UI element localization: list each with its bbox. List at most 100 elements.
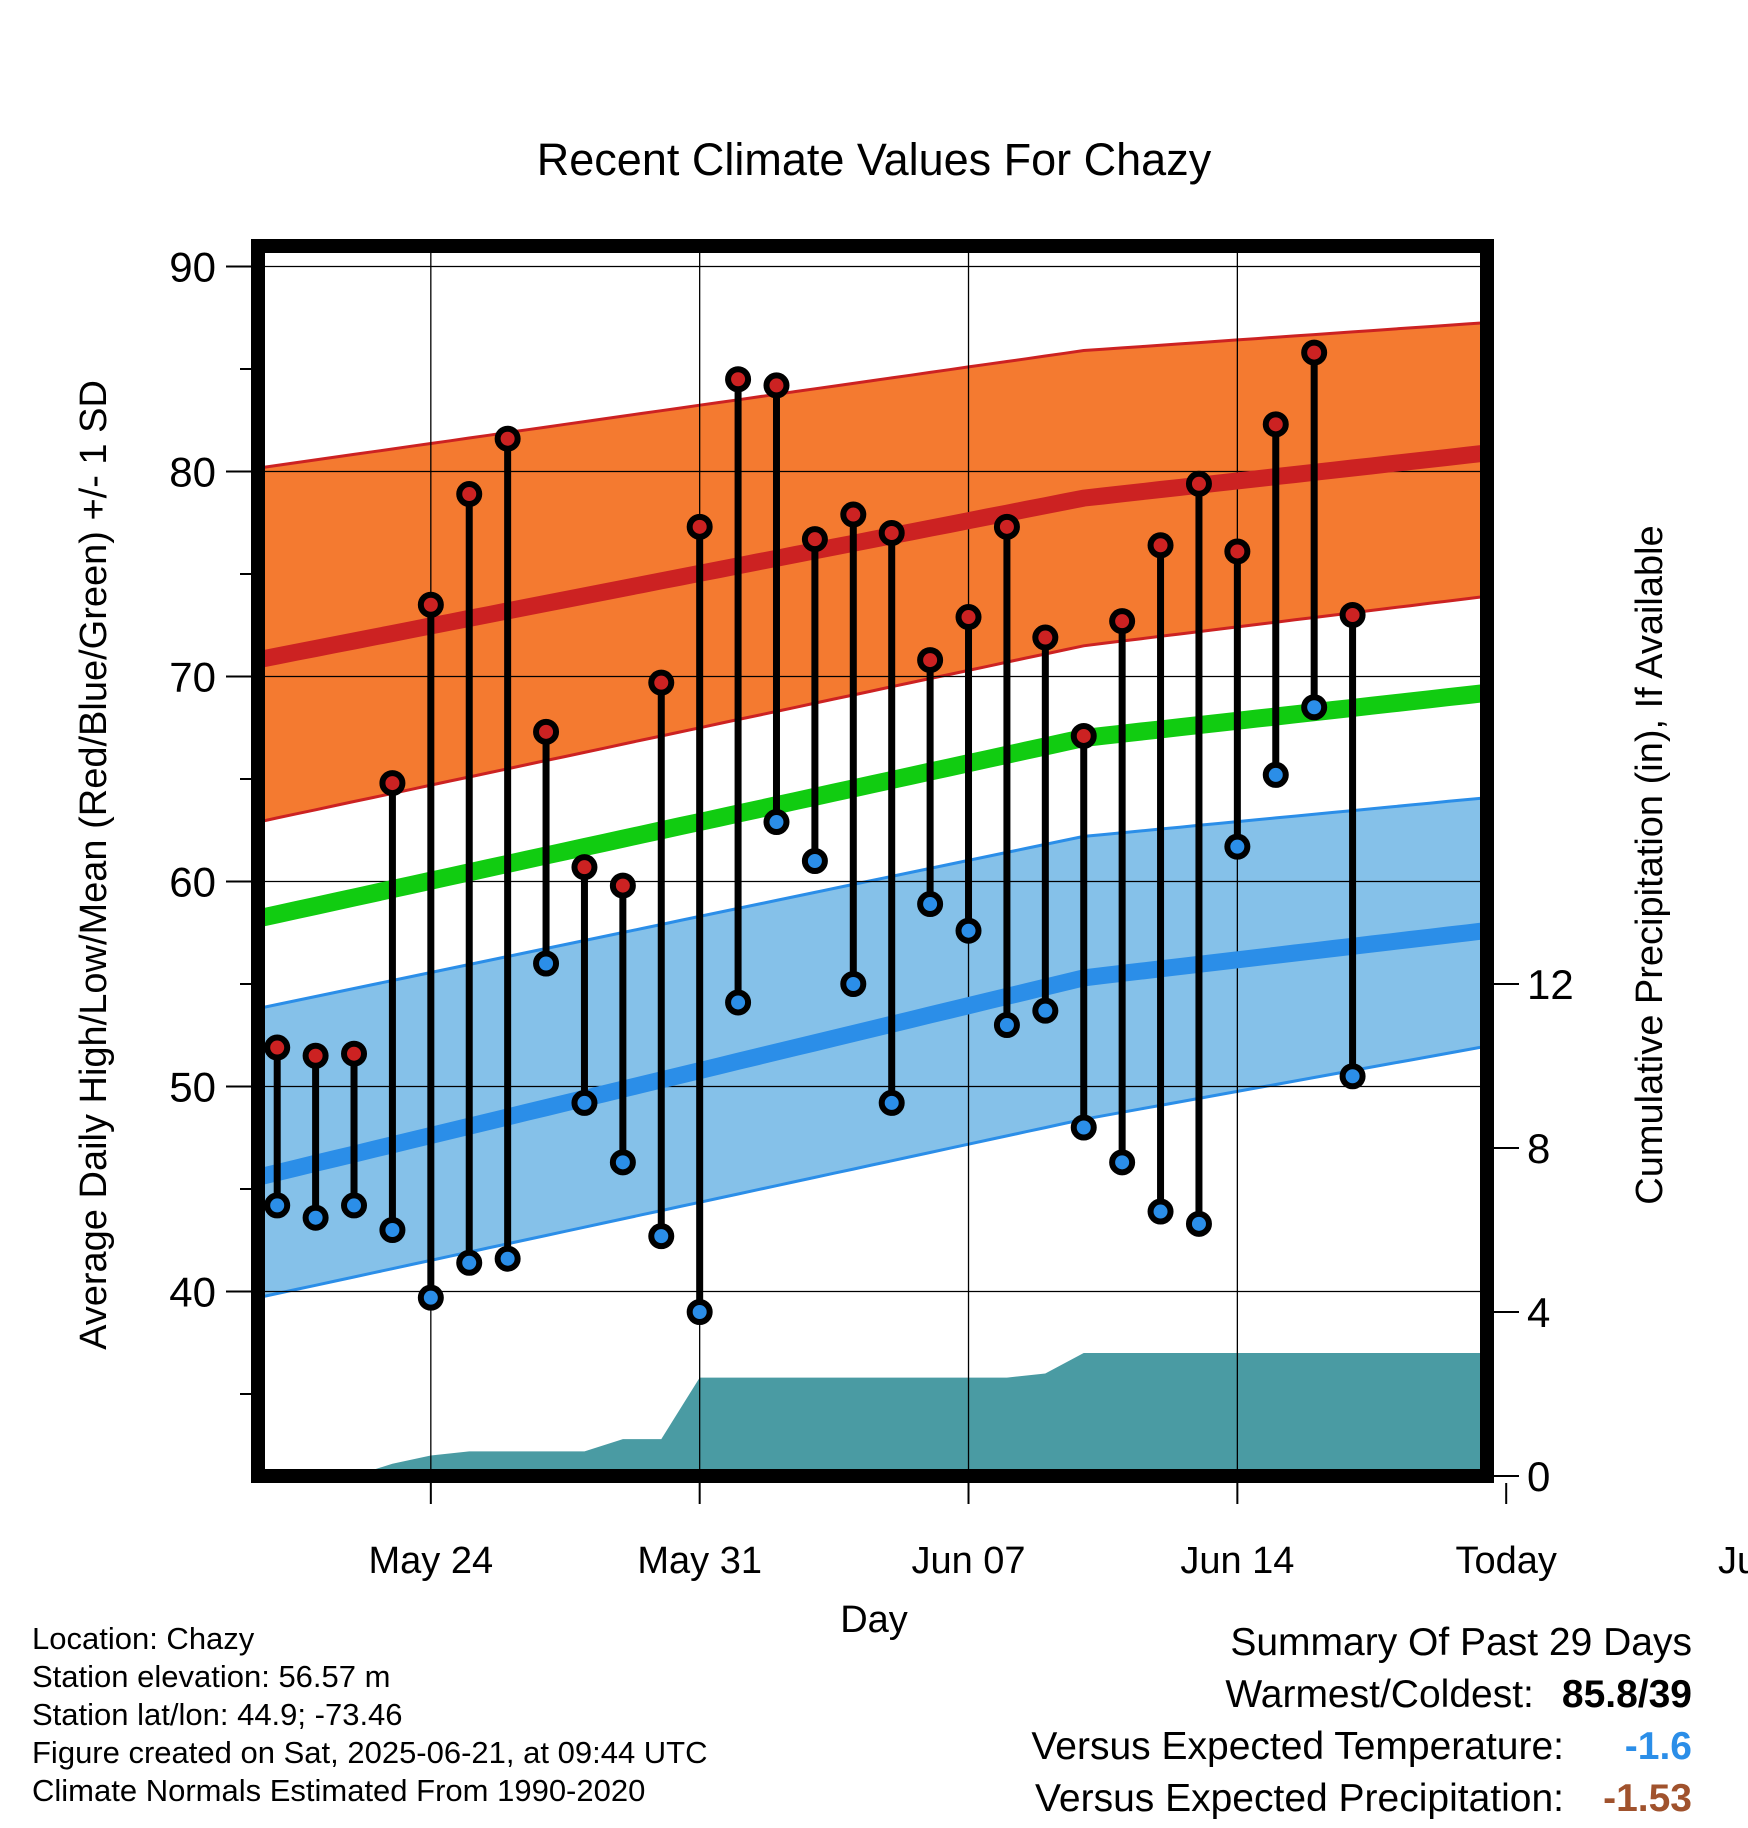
- high-point: [993, 513, 1020, 540]
- low-point: [840, 971, 867, 997]
- low-point: [264, 1192, 291, 1219]
- high-point: [264, 1034, 291, 1061]
- high-point: [571, 854, 598, 881]
- summary-title: Summary Of Past 29 Days: [1230, 1621, 1692, 1664]
- low-point: [993, 1012, 1020, 1038]
- high-point: [1339, 602, 1366, 628]
- high-point: [840, 501, 867, 528]
- low-point: [686, 1299, 713, 1325]
- y-tick-label: 80: [169, 449, 216, 496]
- y-axis-label: Average Daily High/Low/Mean (Red/Blue/Gr…: [73, 380, 115, 1350]
- high-sd-band: [258, 322, 1487, 823]
- summary-precip-row: Versus Expected Precipitation: -1.53: [1031, 1773, 1692, 1825]
- y-tick-label: 40: [169, 1269, 216, 1316]
- y2-axis-label: Cumulative Precipitation (in), If Availa…: [1629, 525, 1671, 1204]
- high-point: [1224, 538, 1251, 565]
- low-point: [763, 809, 790, 836]
- high-avg-value: 78.7°F: [1522, 559, 1628, 600]
- summary-warmest-value: 85.8/39: [1561, 1673, 1692, 1716]
- y-tick-label: 90: [169, 244, 216, 291]
- chart-title: Recent Climate Values For Chazy: [537, 134, 1212, 185]
- low-point: [341, 1192, 368, 1219]
- y2-tick-label: 4: [1527, 1289, 1550, 1336]
- low-point: [1339, 1063, 1366, 1090]
- low-point: [1224, 833, 1251, 860]
- high-point: [725, 366, 752, 393]
- summary-temp-label: Versus Expected Temperature:: [1031, 1725, 1564, 1768]
- summary-warmest-label: Warmest/Coldest:: [1225, 1673, 1534, 1716]
- high-point: [494, 425, 521, 452]
- x-tick-label: Jun 28: [1718, 1540, 1748, 1582]
- high-point: [686, 513, 713, 540]
- low-point: [801, 848, 828, 874]
- high-point: [1262, 411, 1289, 438]
- low-point: [379, 1217, 406, 1243]
- high-point: [648, 669, 675, 696]
- low-point: [302, 1204, 329, 1231]
- x-tick-label: Jun 14: [1180, 1540, 1294, 1582]
- high-point: [917, 647, 944, 674]
- low-point: [1070, 1114, 1097, 1141]
- low-point: [917, 891, 944, 918]
- high-point: [609, 872, 636, 899]
- station-info: Location: Chazy Station elevation: 56.57…: [32, 1620, 708, 1810]
- high-point: [1109, 608, 1136, 635]
- low-point: [609, 1149, 636, 1176]
- low-point: [1301, 694, 1328, 721]
- low-point: [456, 1249, 483, 1276]
- info-location: Location: Chazy: [32, 1621, 255, 1656]
- plot-frame: [251, 239, 1494, 1483]
- low-sd-band: [258, 797, 1487, 1298]
- x-tick-label: May 31: [637, 1540, 762, 1582]
- low-point: [571, 1089, 598, 1116]
- high-point: [1185, 470, 1212, 497]
- low-point: [725, 989, 752, 1016]
- y2-tick-label: 12: [1527, 961, 1574, 1008]
- info-created: Figure created on Sat, 2025-06-21, at 09…: [32, 1735, 708, 1770]
- mean-line: [258, 683, 1487, 928]
- low-sd-upper-line: [258, 796, 1487, 1010]
- x-tick-label: May 24: [369, 1540, 494, 1582]
- high-point: [341, 1040, 368, 1067]
- x-tick-label: Jun 07: [911, 1540, 1025, 1582]
- info-elevation: Station elevation: 56.57 m: [32, 1659, 391, 1694]
- low-average-line: [258, 922, 1487, 1186]
- low-point: [1262, 761, 1289, 788]
- high-point: [302, 1042, 329, 1069]
- info-latlon: Station lat/lon: 44.9; -73.46: [32, 1697, 403, 1732]
- today-average-marker: [1492, 484, 1520, 512]
- x-axis-label: Day: [840, 1599, 908, 1641]
- high-point: [379, 770, 406, 797]
- summary-warmest-row: Warmest/Coldest: 85.8/39: [1031, 1669, 1692, 1721]
- high-point: [533, 718, 560, 745]
- days-number-label: 30: [1518, 1396, 1558, 1437]
- low-point: [417, 1284, 444, 1311]
- today-average-marker: [1492, 964, 1520, 992]
- high-sd-upper-line: [258, 321, 1487, 470]
- low-avg-label: Avg:: [1522, 1004, 1601, 1045]
- y-tick-label: 70: [169, 654, 216, 701]
- low-point: [1147, 1198, 1174, 1225]
- high-point: [1032, 624, 1059, 651]
- y2-tick-label: 8: [1527, 1125, 1550, 1172]
- precip-area: [258, 1353, 1487, 1476]
- high-point: [763, 372, 790, 399]
- x-tick-label: Today: [1456, 1540, 1557, 1582]
- low-sd-label: 1 SD:: [1522, 883, 1614, 924]
- high-point: [417, 591, 444, 618]
- low-point: [648, 1223, 675, 1250]
- low-point: [533, 950, 560, 977]
- summary-precip-value: -1.53: [1603, 1777, 1692, 1820]
- high-sd-lower-line: [258, 594, 1487, 824]
- y-tick-label: 50: [169, 1064, 216, 1111]
- low-avg-value: 55.3°F: [1522, 1047, 1628, 1088]
- y2-tick-label: 0: [1527, 1453, 1550, 1500]
- summary-temp-row: Versus Expected Temperature: -1.6: [1031, 1721, 1692, 1773]
- low-point: [878, 1089, 905, 1116]
- low-point: [1185, 1210, 1212, 1237]
- high-sd-label: 1 SD:: [1522, 393, 1614, 434]
- summary-panel: Summary Of Past 29 Days Warmest/Coldest:…: [1031, 1617, 1692, 1825]
